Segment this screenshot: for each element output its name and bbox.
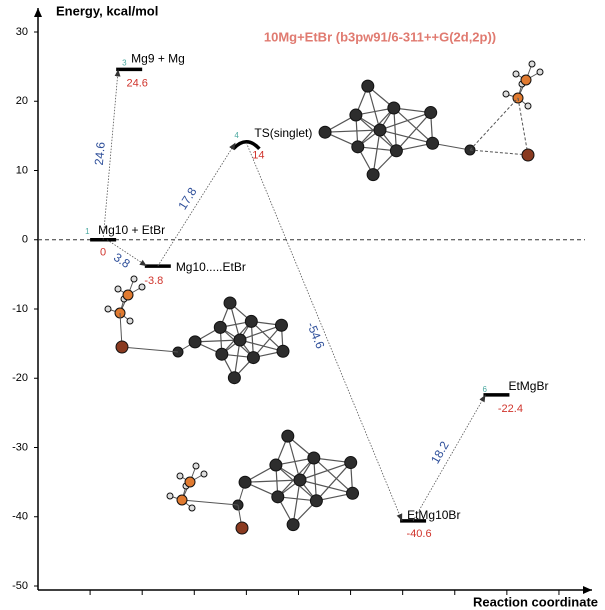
atom: [115, 286, 121, 292]
y-tick-label: 0: [22, 234, 28, 246]
atom: [310, 495, 322, 507]
state-value: -3.8: [144, 275, 163, 287]
y-tick-label: -50: [12, 580, 28, 592]
atom: [177, 495, 187, 505]
atom: [216, 348, 228, 360]
transition-label: 18.2: [428, 439, 452, 467]
atom: [282, 430, 294, 442]
state-name: Mg9 + Mg: [131, 52, 185, 66]
atom: [308, 452, 320, 464]
bond: [122, 347, 178, 352]
y-tick-label: 10: [16, 164, 28, 176]
atom: [347, 487, 359, 499]
state-name: Mg10 + EtBr: [98, 223, 165, 237]
atom: [319, 126, 331, 138]
y-tick-label: 30: [16, 26, 28, 38]
chart: Energy, kcal/mol Reaction coordinate 10M…: [0, 0, 605, 610]
atom: [522, 149, 534, 161]
atom: [352, 141, 364, 153]
transition-arrow: [413, 395, 485, 521]
transition-label: 3.8: [111, 250, 133, 271]
state-name: Mg10.....EtBr: [176, 260, 246, 274]
atom: [177, 473, 183, 479]
atom: [239, 476, 251, 488]
state-value: 0: [100, 247, 106, 259]
atom: [270, 459, 282, 471]
atom: [123, 290, 133, 300]
atom: [214, 321, 226, 333]
atom: [193, 463, 199, 469]
state-name: TS(singlet): [254, 126, 312, 140]
atom: [525, 103, 531, 109]
y-tick-label: -10: [12, 303, 28, 315]
atom: [189, 336, 201, 348]
state-value: 24.6: [126, 77, 147, 89]
atom: [234, 334, 246, 346]
atom: [105, 306, 111, 312]
state-value: -40.6: [407, 528, 432, 540]
transition-arrow: [158, 143, 236, 266]
state-name: EtMgBr: [508, 379, 548, 393]
y-tick-label: -30: [12, 441, 28, 453]
state-value: 14: [252, 150, 264, 162]
atom: [388, 102, 400, 114]
atom: [390, 145, 402, 157]
atom: [116, 341, 128, 353]
atom: [287, 519, 299, 531]
bond: [470, 150, 528, 155]
state-number: 3: [122, 59, 127, 68]
atom: [224, 297, 236, 309]
x-axis-label: Reaction coordinate: [473, 594, 598, 609]
atom: [513, 71, 519, 77]
atom: [367, 169, 379, 181]
atom: [350, 109, 362, 121]
atom: [189, 505, 195, 511]
atom: [245, 315, 257, 327]
atom: [345, 457, 357, 469]
atom: [127, 318, 133, 324]
molecules: [105, 61, 543, 534]
atom: [425, 107, 437, 119]
atom: [529, 61, 535, 67]
y-tick-label: 20: [16, 95, 28, 107]
state-number: 1: [85, 227, 90, 236]
atom: [201, 471, 207, 477]
page: {"chart_data": { "type": "energy", "titl…: [0, 0, 605, 610]
atom: [228, 372, 240, 384]
bond: [470, 98, 518, 150]
atom: [521, 75, 531, 85]
atom: [185, 477, 195, 487]
transition-label: 24.6: [92, 141, 108, 166]
state-name: EtMg10Br: [407, 508, 460, 522]
atom: [374, 124, 386, 136]
atom: [427, 137, 439, 149]
y-tick-label: -20: [12, 372, 28, 384]
atom: [537, 69, 543, 75]
state-number: 6: [482, 385, 487, 394]
state-value: -22.4: [498, 403, 523, 415]
y-axis-label: Energy, kcal/mol: [56, 3, 158, 18]
y-tick-label: -40: [12, 511, 28, 523]
transition-label: -54.6: [304, 320, 327, 351]
atom: [275, 319, 287, 331]
atom: [362, 80, 374, 92]
atom: [167, 493, 173, 499]
bond: [182, 500, 238, 505]
transition-label: 17.8: [175, 185, 199, 212]
atom: [131, 276, 137, 282]
atom: [272, 491, 284, 503]
chart-title: 10Mg+EtBr (b3pw91/6-311++G(2d,2p)): [264, 29, 496, 44]
atom: [236, 522, 248, 534]
atom: [247, 352, 259, 364]
atom: [503, 91, 509, 97]
atom: [294, 474, 306, 486]
atom: [277, 345, 289, 357]
state-number: 4: [234, 131, 239, 140]
